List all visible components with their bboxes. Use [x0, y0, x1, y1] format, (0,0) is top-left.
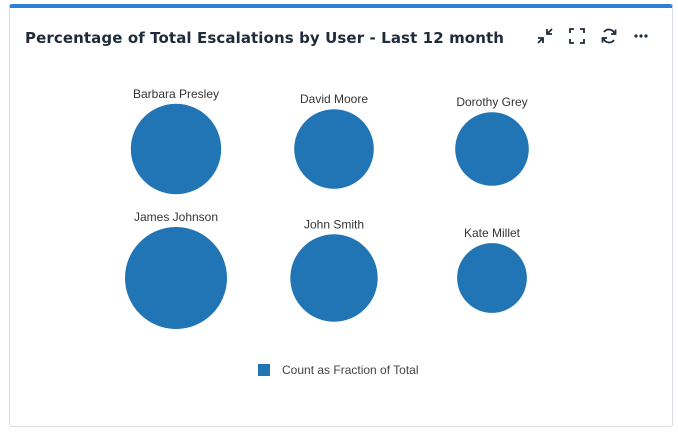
- bubble-label: Dorothy Grey: [456, 95, 527, 109]
- bubble-label: David Moore: [300, 92, 368, 106]
- bubble-james-johnson[interactable]: [125, 227, 227, 329]
- bubble-dorothy-grey[interactable]: [455, 112, 529, 186]
- fullscreen-icon: [568, 27, 585, 44]
- card-toolbar: [535, 26, 650, 45]
- collapse-icon: [536, 27, 553, 44]
- chart-legend: Count as Fraction of Total: [258, 363, 419, 377]
- bubble-david-moore[interactable]: [294, 109, 374, 189]
- bubble-chart: Barbara Presley David Moore Dorothy Grey Ja…: [125, 87, 529, 329]
- bubble-label: Kate Millet: [464, 226, 521, 240]
- legend-swatch[interactable]: [258, 364, 270, 376]
- fullscreen-button[interactable]: [567, 26, 586, 45]
- chart-title: Percentage of Total Escalations by User …: [25, 29, 505, 47]
- bubble-john-smith[interactable]: [290, 234, 378, 322]
- card-header: Percentage of Total Escalations by User …: [10, 8, 672, 68]
- bubble-label: John Smith: [304, 217, 364, 231]
- more-icon: [633, 33, 648, 38]
- collapse-button[interactable]: [535, 26, 554, 45]
- bubble-label: James Johnson: [134, 210, 218, 224]
- chart-card: Percentage of Total Escalations by User …: [9, 4, 673, 427]
- bubble-kate-millet[interactable]: [457, 243, 527, 313]
- refresh-button[interactable]: [599, 26, 618, 45]
- legend-label: Count as Fraction of Total: [282, 363, 419, 377]
- more-button[interactable]: [631, 26, 650, 45]
- bubble-barbara-presley[interactable]: [130, 103, 222, 195]
- bubble-label: Barbara Presley: [133, 87, 219, 101]
- refresh-icon: [601, 28, 616, 43]
